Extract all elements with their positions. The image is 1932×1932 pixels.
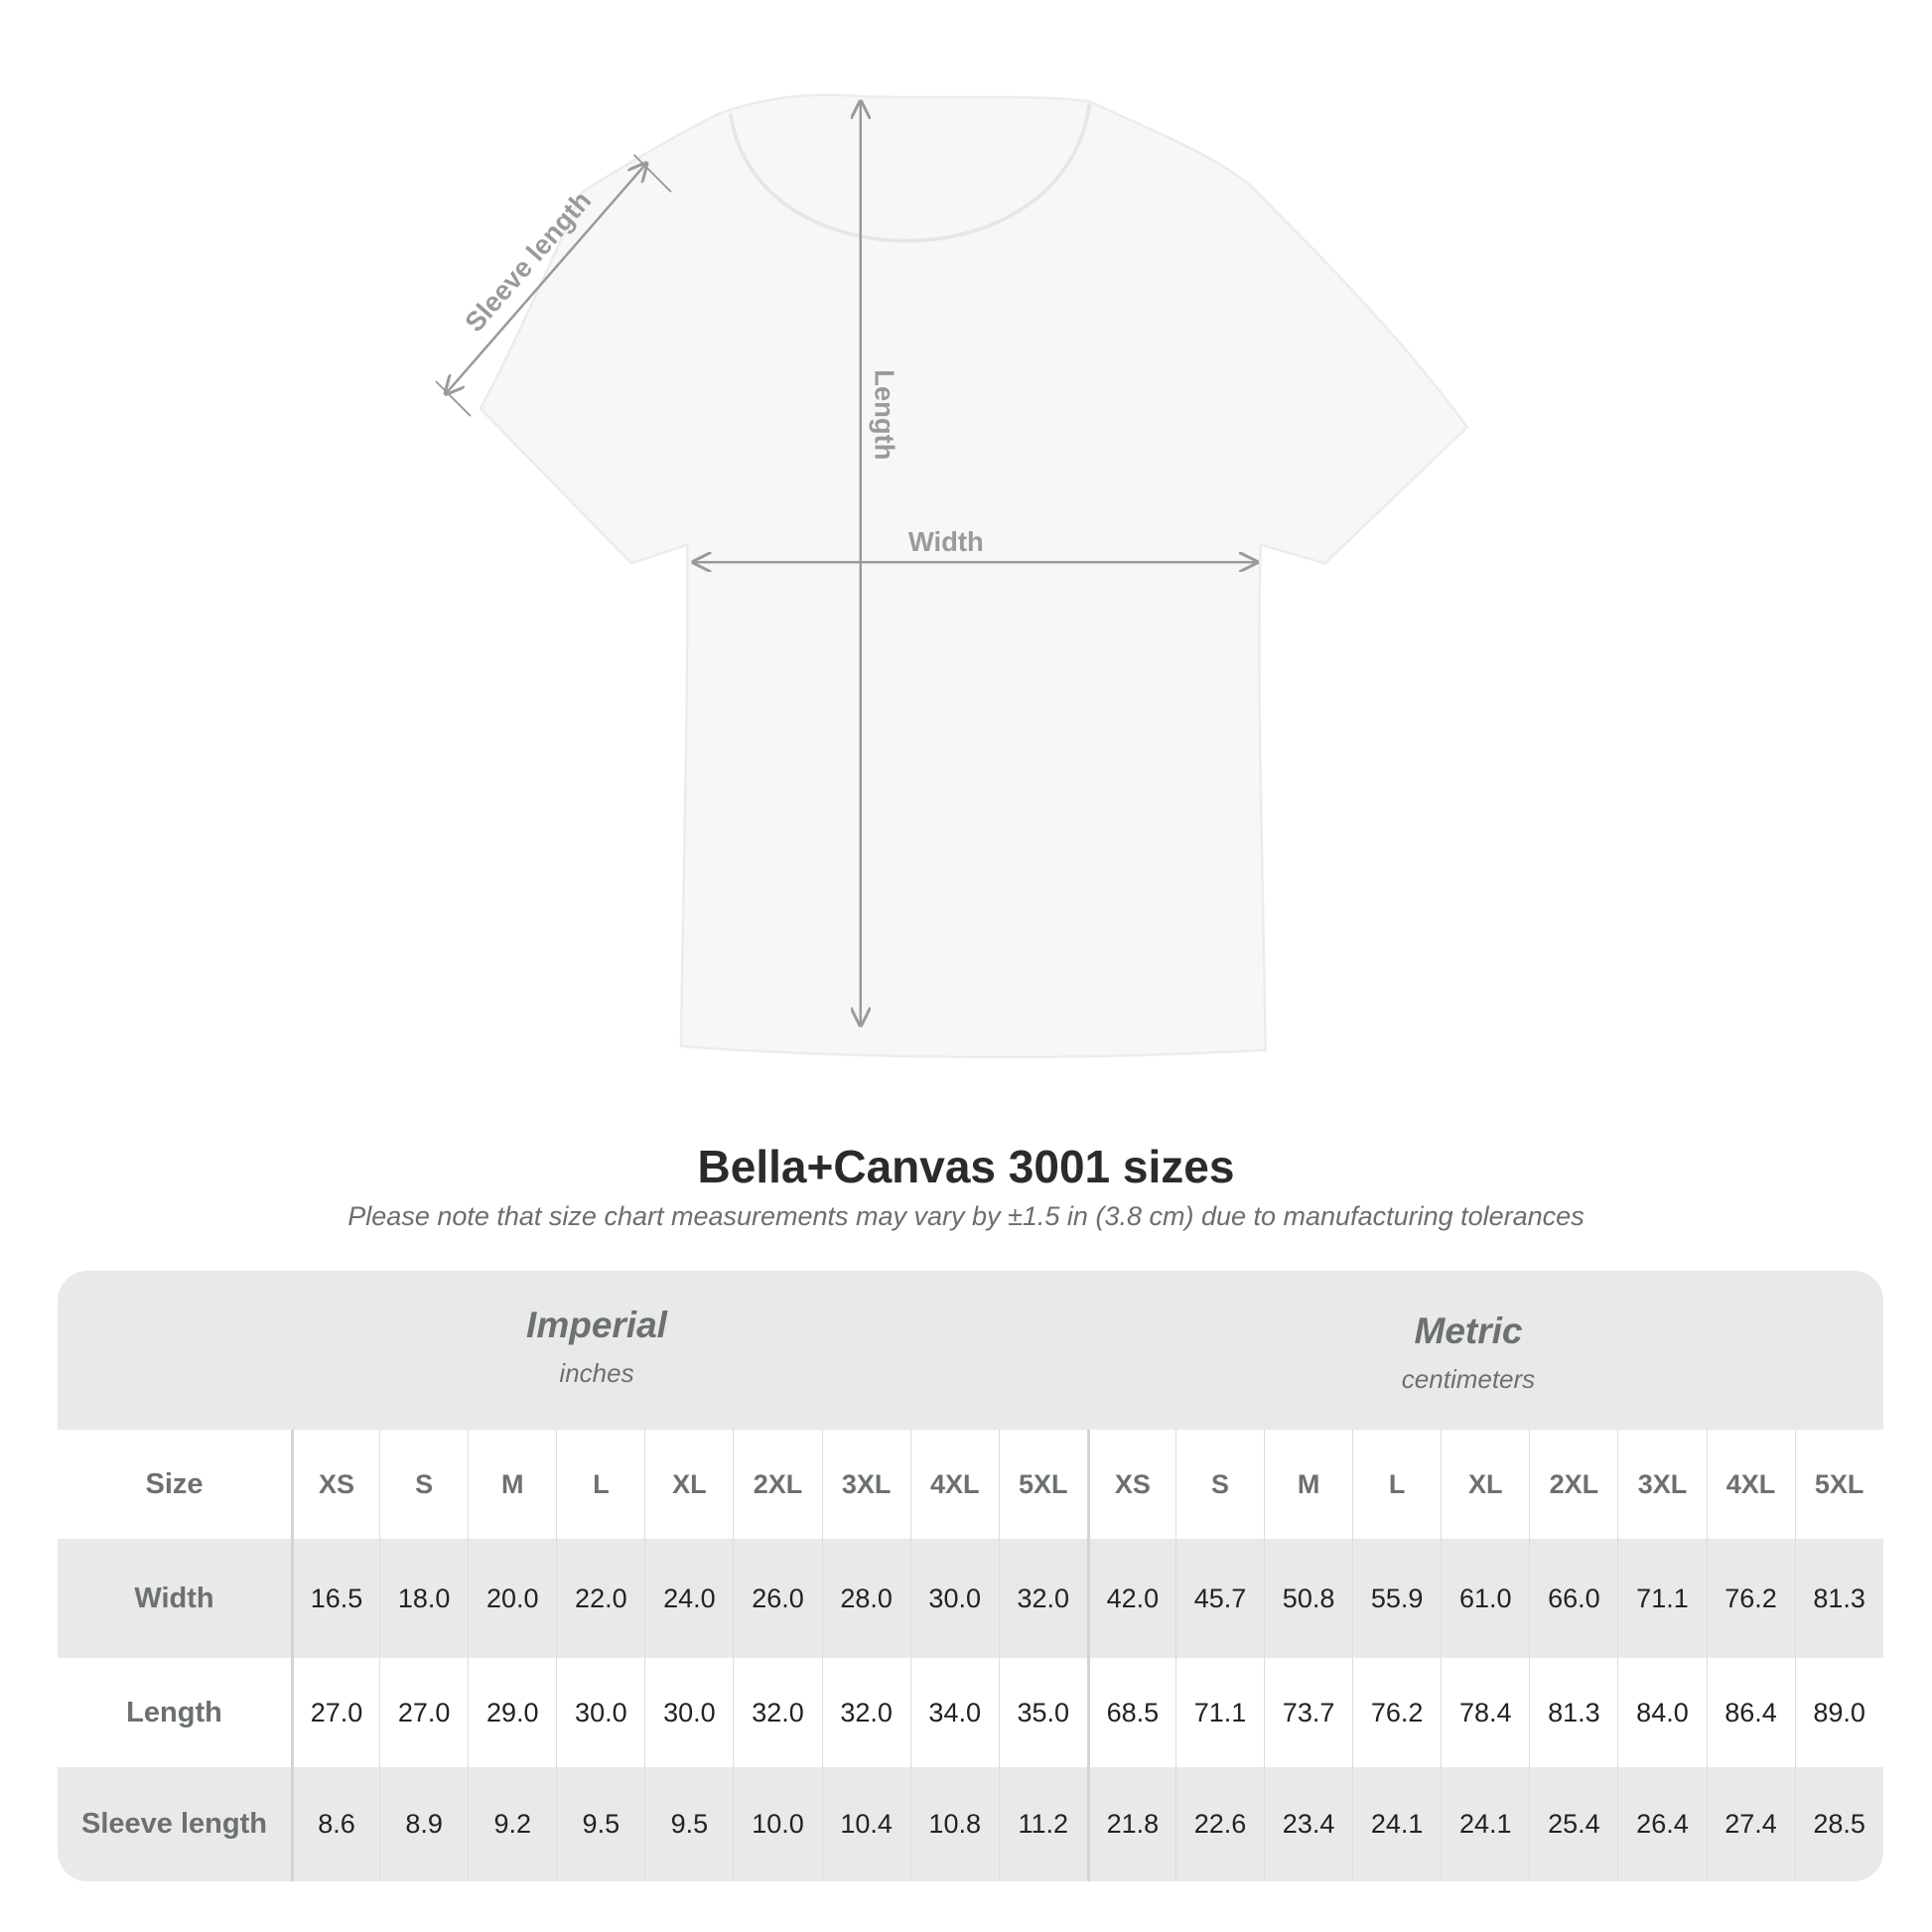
imperial-value-cell: 8.6	[291, 1767, 379, 1881]
metric-value-cell: 50.8	[1264, 1539, 1352, 1658]
metric-value-cell: 55.9	[1352, 1539, 1441, 1658]
metric-title: Metric	[1414, 1311, 1523, 1351]
imperial-value-cell: 9.5	[644, 1767, 733, 1881]
width-label: Width	[908, 526, 984, 557]
size-header-cell: M	[1264, 1430, 1352, 1539]
imperial-value-cell: 30.0	[644, 1658, 733, 1767]
imperial-header: Imperial inches	[299, 1305, 895, 1389]
imperial-value-cell: 28.0	[821, 1539, 910, 1658]
imperial-value-cell: 11.2	[998, 1767, 1087, 1881]
metric-value-cell: 23.4	[1264, 1767, 1352, 1881]
size-header-cell: 4XL	[909, 1430, 999, 1539]
metric-value-cell: 25.4	[1529, 1767, 1617, 1881]
imperial-title: Imperial	[526, 1305, 667, 1345]
imperial-value-cell: 8.9	[379, 1767, 468, 1881]
size-header-cell: 2XL	[1529, 1430, 1617, 1539]
imperial-value-cell: 16.5	[291, 1539, 379, 1658]
metric-value-cell: 73.7	[1264, 1658, 1352, 1767]
table-row: Length 27.0 27.0 29.0 30.0 30.0 32.0 32.0 34.0 35…	[58, 1658, 1883, 1767]
size-header-cell: S	[1174, 1430, 1264, 1539]
imperial-value-cell: 34.0	[909, 1658, 999, 1767]
metric-value-cell: 71.1	[1617, 1539, 1706, 1658]
size-header-cell: 3XL	[821, 1430, 910, 1539]
metric-value-cell: 78.4	[1441, 1658, 1529, 1767]
imperial-value-cell: 32.0	[733, 1658, 821, 1767]
size-header-cell: L	[1352, 1430, 1441, 1539]
imperial-value-cell: 9.2	[468, 1767, 556, 1881]
imperial-value-cell: 20.0	[468, 1539, 556, 1658]
table-header-band: Imperial inches Metric centimeters	[58, 1271, 1883, 1430]
metric-value-cell: 71.1	[1174, 1658, 1264, 1767]
metric-value-cell: 24.1	[1352, 1767, 1441, 1881]
imperial-value-cell: 10.8	[909, 1767, 999, 1881]
size-header-cell: XS	[1086, 1430, 1175, 1539]
imperial-value-cell: 9.5	[556, 1767, 644, 1881]
size-header-cell: 4XL	[1706, 1430, 1795, 1539]
size-header-cell: XL	[1441, 1430, 1529, 1539]
row-label: Size	[145, 1467, 204, 1500]
imperial-value-cell: 27.0	[291, 1658, 379, 1767]
page-title: Bella+Canvas 3001 sizes	[697, 1141, 1235, 1192]
table-row: Sleeve length 8.6 8.9 9.2 9.5 9.5 10.0 10.4 10.8…	[58, 1767, 1883, 1881]
metric-value-cell: 84.0	[1617, 1658, 1706, 1767]
size-header-cell: XS	[291, 1430, 379, 1539]
row-label: Sleeve length	[81, 1808, 267, 1840]
metric-value-cell: 61.0	[1441, 1539, 1529, 1658]
metric-value-cell: 26.4	[1617, 1767, 1706, 1881]
imperial-value-cell: 10.0	[733, 1767, 821, 1881]
tshirt-shape	[479, 93, 1469, 1058]
metric-value-cell: 28.5	[1794, 1767, 1883, 1881]
metric-value-cell: 76.2	[1706, 1539, 1795, 1658]
size-header-cell: 2XL	[733, 1430, 821, 1539]
imperial-value-cell: 30.0	[909, 1539, 999, 1658]
sleeve-tick-top	[632, 154, 672, 193]
size-header-cell: 3XL	[1617, 1430, 1706, 1539]
length-label: Length	[870, 369, 900, 460]
imperial-value-cell: 35.0	[998, 1658, 1087, 1767]
size-header-cell: 5XL	[1794, 1430, 1883, 1539]
size-header-cell: S	[379, 1430, 468, 1539]
imperial-value-cell: 18.0	[379, 1539, 468, 1658]
metric-header: Metric centimeters	[1171, 1311, 1766, 1395]
metric-value-cell: 42.0	[1086, 1539, 1175, 1658]
size-header-cell: L	[556, 1430, 644, 1539]
table-row: Width 16.5 18.0 20.0 22.0 24.0 26.0 28.0 30.0 32.…	[58, 1539, 1883, 1658]
metric-value-cell: 27.4	[1706, 1767, 1795, 1881]
size-header-cell: M	[468, 1430, 556, 1539]
metric-value-cell: 81.3	[1794, 1539, 1883, 1658]
imperial-value-cell: 22.0	[556, 1539, 644, 1658]
imperial-value-cell: 29.0	[468, 1658, 556, 1767]
metric-value-cell: 68.5	[1086, 1658, 1175, 1767]
size-header-cell: XL	[644, 1430, 733, 1539]
imperial-unit: inches	[559, 1358, 634, 1388]
imperial-value-cell: 26.0	[733, 1539, 821, 1658]
tshirt-diagram: Sleeve length Length Width	[435, 93, 1469, 1058]
metric-value-cell: 21.8	[1086, 1767, 1175, 1881]
imperial-value-cell: 32.0	[998, 1539, 1087, 1658]
imperial-value-cell: 10.4	[821, 1767, 910, 1881]
metric-value-cell: 86.4	[1706, 1658, 1795, 1767]
metric-value-cell: 89.0	[1794, 1658, 1883, 1767]
metric-value-cell: 24.1	[1441, 1767, 1529, 1881]
imperial-value-cell: 32.0	[821, 1658, 910, 1767]
metric-value-cell: 45.7	[1174, 1539, 1264, 1658]
metric-value-cell: 66.0	[1529, 1539, 1617, 1658]
metric-value-cell: 81.3	[1529, 1658, 1617, 1767]
collar	[728, 103, 1092, 243]
tolerance-note: Please note that size chart measurements…	[347, 1201, 1585, 1231]
metric-value-cell: 22.6	[1174, 1767, 1264, 1881]
imperial-value-cell: 30.0	[556, 1658, 644, 1767]
size-table: Imperial inches Metric centimeters Size X…	[58, 1271, 1883, 1881]
imperial-value-cell: 24.0	[644, 1539, 733, 1658]
metric-unit: centimeters	[1401, 1364, 1536, 1394]
sleeve-tick-bottom	[435, 380, 472, 417]
row-label: Width	[134, 1582, 214, 1614]
size-header-row: Size XS S M L XL 2XL 3XL 4XL 5XL XS S M L XL 2XL 3XL 4XL 5…	[58, 1430, 1883, 1539]
imperial-value-cell: 27.0	[379, 1658, 468, 1767]
sleeve-measure-line	[446, 164, 646, 394]
metric-value-cell: 76.2	[1352, 1658, 1441, 1767]
size-header-cell: 5XL	[998, 1430, 1087, 1539]
row-label: Length	[126, 1696, 222, 1728]
